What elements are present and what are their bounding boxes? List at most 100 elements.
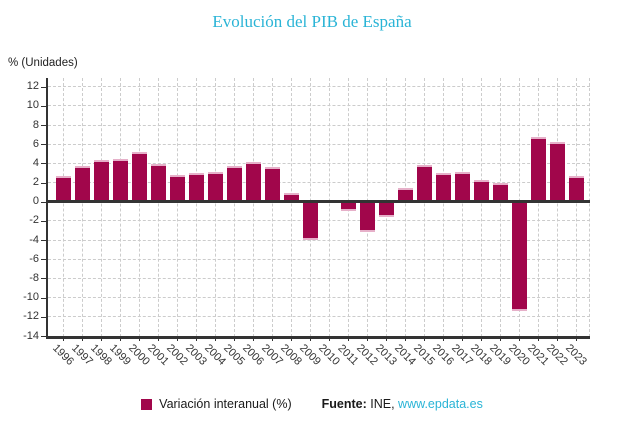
gridline-v [442, 78, 444, 337]
y-axis-tick [41, 316, 46, 318]
bar-2012[interactable] [359, 203, 375, 232]
bar-2017[interactable] [454, 172, 470, 202]
x-axis-tick [196, 337, 197, 341]
legend-label: Variación interanual (%) [159, 397, 292, 411]
gridline-v [233, 78, 235, 337]
y-tick-label: -10 [23, 291, 39, 304]
bar-1997[interactable] [74, 166, 90, 202]
gridline-h [48, 316, 590, 318]
gridline-h [48, 143, 590, 145]
bar-2020[interactable] [511, 203, 527, 311]
y-axis-tick [41, 125, 46, 126]
y-tick-label: 10 [26, 99, 39, 112]
x-axis-tick [443, 337, 444, 341]
gridline-v [290, 78, 292, 337]
y-tick-label: -2 [29, 214, 39, 227]
bar-2018[interactable] [473, 179, 489, 202]
x-axis-tick [253, 337, 254, 341]
gridline-h [48, 239, 590, 241]
gridline-h [48, 182, 590, 184]
x-axis-line [46, 336, 590, 339]
x-axis-tick [405, 337, 406, 341]
bar-2004[interactable] [207, 172, 223, 202]
gridline-v [499, 78, 501, 337]
legend-swatch [141, 398, 153, 410]
x-axis-tick [234, 337, 235, 341]
bar-2009[interactable] [302, 203, 318, 240]
y-axis-tick [41, 220, 46, 222]
y-tick-label: -6 [29, 252, 39, 265]
x-axis-tick [557, 337, 558, 341]
gridline-h [48, 162, 590, 164]
bar-2003[interactable] [188, 172, 204, 202]
bar-2019[interactable] [492, 182, 508, 202]
gridline-v [138, 78, 140, 337]
y-axis-tick [41, 201, 46, 203]
gridline-v [100, 78, 102, 337]
zero-baseline [48, 200, 590, 204]
source-text: INE, [366, 397, 399, 411]
bar-2015[interactable] [416, 165, 432, 202]
x-axis-tick [538, 337, 539, 341]
bar-2014[interactable] [397, 188, 413, 202]
bar-2021[interactable] [530, 137, 546, 202]
bar-2023[interactable] [568, 175, 584, 202]
bar-2001[interactable] [150, 164, 166, 202]
gridline-v [176, 78, 178, 337]
gridline-v [62, 78, 64, 337]
x-axis-tick [177, 337, 178, 341]
x-axis-tick [139, 337, 140, 341]
y-axis-tick [41, 240, 46, 242]
gridline-v [556, 78, 558, 337]
gridline-v [81, 78, 83, 337]
x-axis-tick [310, 337, 311, 341]
plot-right-border [589, 78, 590, 337]
gridline-h [48, 258, 590, 260]
bar-2002[interactable] [169, 174, 185, 202]
y-tick-label: -14 [23, 329, 39, 342]
epdata-link[interactable]: www.epdata.es [398, 397, 483, 411]
y-axis-tick [41, 259, 46, 261]
chart-title: Evolución del PIB de España [212, 12, 412, 31]
bar-2006[interactable] [245, 162, 261, 202]
bar-2016[interactable] [435, 172, 451, 202]
x-axis-tick [120, 337, 121, 341]
y-axis-tick [41, 297, 46, 299]
bar-2000[interactable] [131, 151, 147, 202]
x-axis-tick [424, 337, 425, 341]
x-axis-tick [519, 337, 520, 341]
plot-area: 12 10 8 6 4 2 0 -2 -4 -6 -8 -10 -12 -14 1996 1997 1998 19… [23, 78, 590, 368]
bar-2013[interactable] [378, 203, 394, 217]
x-axis-tick [82, 337, 83, 341]
bar-2022[interactable] [549, 142, 565, 202]
gridline-v [328, 78, 330, 337]
bar-2005[interactable] [226, 166, 242, 202]
gridline-v [252, 78, 254, 337]
y-tick-label: -12 [23, 310, 39, 323]
y-axis-unit-label: % (Unidades) [8, 57, 78, 69]
gridline-v [157, 78, 159, 337]
bar-2011[interactable] [340, 203, 356, 211]
bar-1999[interactable] [112, 158, 128, 202]
bar-2007[interactable] [264, 167, 280, 202]
bar-2008[interactable] [283, 193, 299, 202]
legend-item: Variación interanual (%) [141, 397, 292, 411]
y-axis-tick [41, 182, 46, 184]
gridline-h [48, 105, 590, 107]
x-axis-tick [63, 337, 64, 341]
legend-and-source-row: Variación interanual (%) Fuente: INE, ww… [0, 397, 624, 411]
y-axis-tick [41, 336, 46, 338]
gridline-v [575, 78, 577, 337]
y-tick-label: 8 [32, 118, 39, 131]
x-axis-tick [462, 337, 463, 341]
x-axis-tick [158, 337, 159, 341]
bar-1996[interactable] [55, 175, 71, 202]
y-axis-tick [41, 163, 46, 165]
y-axis-tick [41, 105, 46, 107]
source-note: Fuente: INE, www.epdata.es [322, 397, 483, 411]
y-tick-label: 12 [26, 80, 39, 93]
x-axis-tick [291, 337, 292, 341]
bar-1998[interactable] [93, 159, 109, 202]
gridline-h [48, 220, 590, 222]
